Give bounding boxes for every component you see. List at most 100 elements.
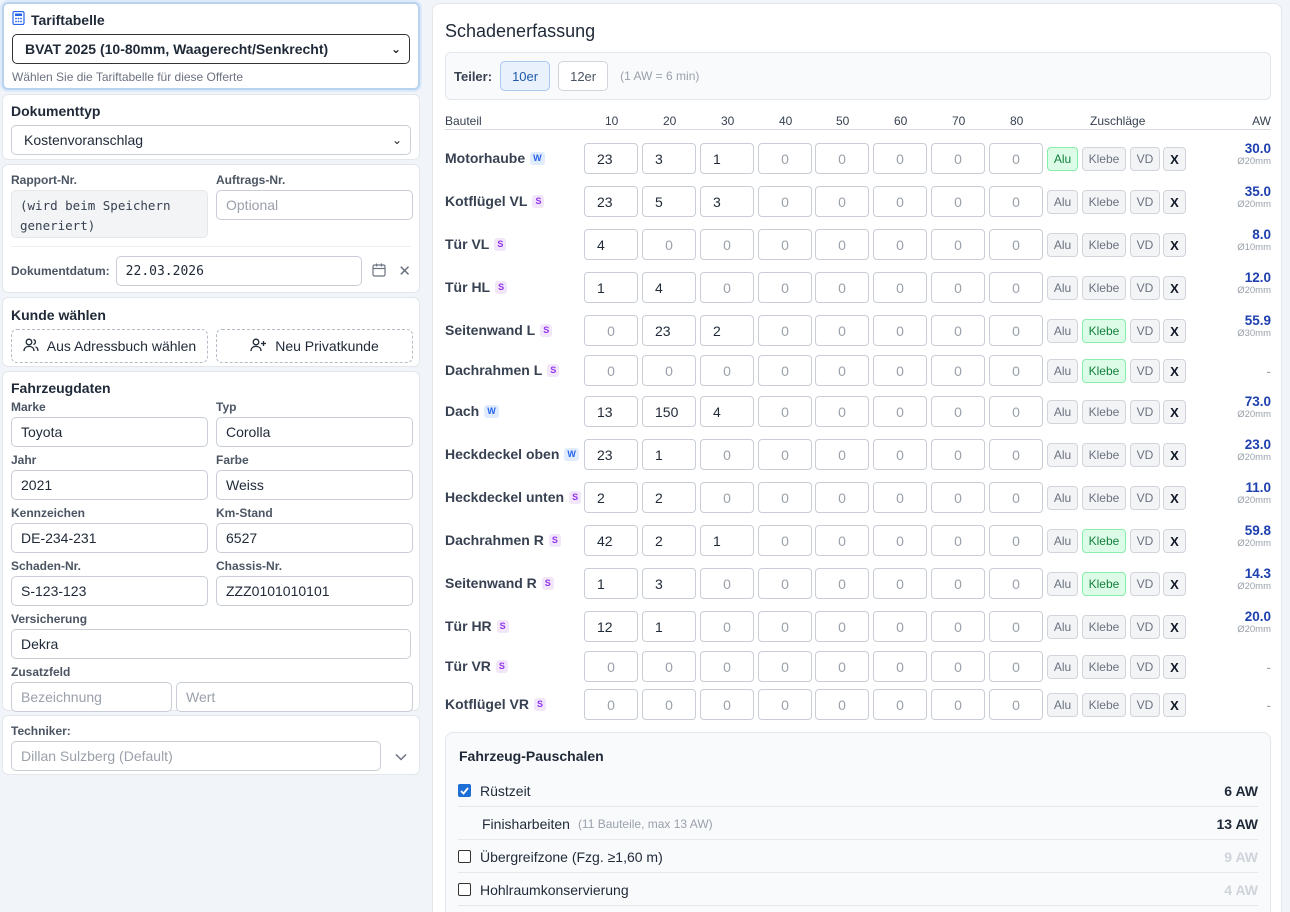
remove-row-button[interactable]: X [1163,529,1186,553]
count-input-80[interactable]: 0 [989,355,1043,386]
klebe-toggle[interactable]: Klebe [1082,276,1126,300]
count-input-30[interactable]: 0 [700,611,754,642]
remove-row-button[interactable]: X [1163,190,1186,214]
count-input-80[interactable]: 0 [989,651,1043,682]
count-input-50[interactable]: 0 [815,143,869,174]
count-input-40[interactable]: 0 [758,568,812,599]
klebe-toggle[interactable]: Klebe [1082,319,1126,343]
klebe-toggle[interactable]: Klebe [1082,572,1126,596]
count-input-50[interactable]: 0 [815,568,869,599]
count-input-20[interactable]: 0 [642,689,696,720]
count-input-30[interactable]: 0 [700,651,754,682]
klebe-toggle[interactable]: Klebe [1082,190,1126,214]
remove-row-button[interactable]: X [1163,147,1186,171]
km-stand-input[interactable]: 6527 [216,523,413,553]
typ-input[interactable]: Corolla [216,417,413,447]
klebe-toggle[interactable]: Klebe [1082,233,1126,257]
count-input-80[interactable]: 0 [989,143,1043,174]
count-input-50[interactable]: 0 [815,355,869,386]
count-input-40[interactable]: 0 [758,651,812,682]
insurance-input[interactable]: Dekra [11,629,411,659]
vd-toggle[interactable]: VD [1130,276,1160,300]
count-input-30[interactable]: 3 [700,186,754,217]
klebe-toggle[interactable]: Klebe [1082,443,1126,467]
count-input-70[interactable]: 0 [931,568,985,599]
extra-name-input[interactable]: Bezeichnung [11,682,172,712]
count-input-70[interactable]: 0 [931,611,985,642]
count-input-80[interactable]: 0 [989,272,1043,303]
count-input-20[interactable]: 1 [642,439,696,470]
remove-row-button[interactable]: X [1163,615,1186,639]
count-input-10[interactable]: 0 [584,315,638,346]
alu-toggle[interactable]: Alu [1047,615,1078,639]
count-input-70[interactable]: 0 [931,525,985,556]
remove-row-button[interactable]: X [1163,693,1186,717]
count-input-70[interactable]: 0 [931,439,985,470]
count-input-70[interactable]: 0 [931,229,985,260]
count-input-80[interactable]: 0 [989,229,1043,260]
count-input-20[interactable]: 2 [642,525,696,556]
vd-toggle[interactable]: VD [1130,572,1160,596]
remove-row-button[interactable]: X [1163,233,1186,257]
count-input-30[interactable]: 1 [700,525,754,556]
alu-toggle[interactable]: Alu [1047,233,1078,257]
vd-toggle[interactable]: VD [1130,147,1160,171]
count-input-20[interactable]: 0 [642,651,696,682]
count-input-30[interactable]: 0 [700,355,754,386]
vd-toggle[interactable]: VD [1130,190,1160,214]
count-input-40[interactable]: 0 [758,143,812,174]
count-input-60[interactable]: 0 [873,568,927,599]
remove-row-button[interactable]: X [1163,655,1186,679]
remove-row-button[interactable]: X [1163,443,1186,467]
alu-toggle[interactable]: Alu [1047,693,1078,717]
checkbox-checked[interactable] [458,784,471,797]
count-input-70[interactable]: 0 [931,651,985,682]
count-input-40[interactable]: 0 [758,689,812,720]
vd-toggle[interactable]: VD [1130,693,1160,717]
count-input-10[interactable]: 23 [584,186,638,217]
count-input-40[interactable]: 0 [758,315,812,346]
count-input-10[interactable]: 0 [584,355,638,386]
count-input-80[interactable]: 0 [989,482,1043,513]
chassis-nr-input[interactable]: ZZZ0101010101 [216,576,413,606]
count-input-70[interactable]: 0 [931,355,985,386]
count-input-20[interactable]: 1 [642,611,696,642]
count-input-50[interactable]: 0 [815,525,869,556]
vd-toggle[interactable]: VD [1130,486,1160,510]
remove-row-button[interactable]: X [1163,319,1186,343]
count-input-80[interactable]: 0 [989,689,1043,720]
alu-toggle[interactable]: Alu [1047,319,1078,343]
clear-date-icon[interactable]: ✕ [398,263,411,280]
count-input-20[interactable]: 0 [642,229,696,260]
teiler-12-button[interactable]: 12er [558,61,609,91]
alu-toggle[interactable]: Alu [1047,529,1078,553]
count-input-50[interactable]: 0 [815,186,869,217]
count-input-70[interactable]: 0 [931,186,985,217]
count-input-80[interactable]: 0 [989,568,1043,599]
count-input-40[interactable]: 0 [758,611,812,642]
count-input-30[interactable]: 2 [700,315,754,346]
alu-toggle[interactable]: Alu [1047,359,1078,383]
count-input-30[interactable]: 0 [700,568,754,599]
count-input-80[interactable]: 0 [989,525,1043,556]
count-input-20[interactable]: 0 [642,355,696,386]
klebe-toggle[interactable]: Klebe [1082,655,1126,679]
count-input-30[interactable]: 0 [700,482,754,513]
count-input-20[interactable]: 4 [642,272,696,303]
alu-toggle[interactable]: Alu [1047,190,1078,214]
addressbook-button[interactable]: Aus Adressbuch wählen [11,329,208,363]
count-input-50[interactable]: 0 [815,272,869,303]
count-input-20[interactable]: 3 [642,143,696,174]
klebe-toggle[interactable]: Klebe [1082,359,1126,383]
count-input-60[interactable]: 0 [873,396,927,427]
count-input-40[interactable]: 0 [758,186,812,217]
alu-toggle[interactable]: Alu [1047,572,1078,596]
count-input-10[interactable]: 13 [584,396,638,427]
count-input-60[interactable]: 0 [873,315,927,346]
count-input-80[interactable]: 0 [989,396,1043,427]
vd-toggle[interactable]: VD [1130,400,1160,424]
count-input-40[interactable]: 0 [758,525,812,556]
count-input-10[interactable]: 2 [584,482,638,513]
extra-value-input[interactable]: Wert [176,682,413,712]
count-input-20[interactable]: 23 [642,315,696,346]
